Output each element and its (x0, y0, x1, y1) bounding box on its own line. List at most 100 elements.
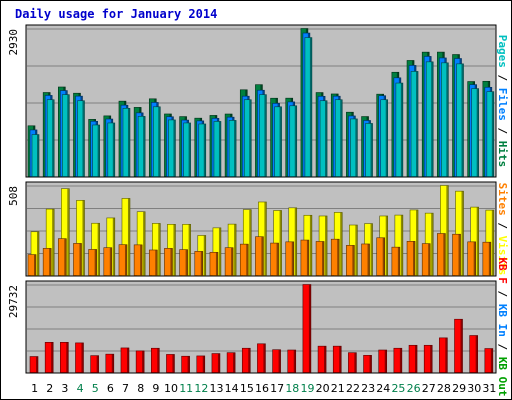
bar-pages-4-face (77, 100, 85, 177)
bar-kbf-18 (287, 349, 297, 373)
bar-sites-22 (346, 245, 355, 276)
bar-sites-25-side (397, 247, 400, 276)
day-label-8: 8 (137, 382, 144, 395)
bar-kbf-8-top (136, 350, 145, 353)
day-label-25: 25 (391, 382, 405, 395)
bar-kbf-13-edge (211, 353, 221, 373)
bar-kbf-26-top (409, 345, 418, 348)
bar-sites-7 (118, 244, 128, 276)
bar-sites-5 (88, 249, 97, 276)
bar-pages-3-top (62, 94, 70, 97)
bar-hits-17-top (270, 98, 278, 101)
bar-pages-1-side (37, 134, 39, 177)
bar-kbf-21-top (333, 346, 342, 349)
bar-sites-10-top (164, 248, 173, 251)
bar-sites-20 (315, 241, 325, 276)
bar-sites-11-top (179, 249, 188, 252)
bar-pages-15-edge (243, 99, 252, 177)
bar-pages-20-face (320, 100, 328, 177)
bar-visits-13-side (218, 227, 221, 276)
bar-visits-30-side (476, 207, 479, 276)
bar-sites-27-edge (421, 243, 431, 276)
bar-visits-29-top (455, 191, 464, 194)
bar-pages-31 (486, 91, 495, 177)
bar-sites-31-face (482, 242, 491, 276)
legend-label-top-part-3: / (496, 121, 509, 141)
bar-visits-9-face (152, 223, 161, 276)
bar-sites-29-side (458, 234, 461, 276)
bar-kbf-23-side (369, 355, 372, 373)
bar-kbf-24 (378, 349, 388, 373)
bar-sites-22-side (352, 245, 355, 276)
bar-visits-3-top (61, 188, 70, 191)
legend-label-middle-part-2: Visits (496, 236, 509, 276)
bar-files-11-top (181, 120, 189, 123)
bar-pages-15 (243, 99, 252, 177)
bar-visits-17-side (279, 210, 282, 276)
bar-hits-3-top (58, 86, 66, 89)
bar-files-31-top (484, 87, 492, 90)
bar-kbf-21 (332, 345, 342, 373)
bar-sites-11-face (179, 249, 188, 276)
bar-pages-9-top (153, 106, 161, 109)
bar-sites-13 (209, 251, 219, 276)
bar-sites-14-face (225, 247, 234, 276)
bar-pages-26-top (411, 71, 419, 74)
bar-kbf-29-edge (454, 318, 463, 373)
bar-sites-6-top (103, 247, 112, 250)
bar-sites-27-side (428, 243, 431, 276)
bar-visits-10-top (167, 224, 176, 227)
bar-kbf-28-top (439, 337, 448, 340)
day-label-7: 7 (122, 382, 129, 395)
bar-kbf-26 (408, 344, 418, 373)
bar-kbf-5-edge (90, 355, 99, 373)
bar-kbf-6 (105, 353, 115, 373)
bar-visits-10-side (173, 224, 176, 276)
bar-pages-20-top (320, 100, 328, 103)
bar-pages-22-top (350, 118, 358, 121)
bar-pages-30-edge (471, 88, 479, 177)
bar-kbf-4-edge (75, 342, 84, 373)
bar-sites-10-side (170, 248, 173, 276)
bar-pages-31-edge (486, 91, 495, 177)
bar-sites-16 (255, 236, 264, 276)
bar-sites-21-face (331, 239, 340, 276)
bar-hits-22-top (346, 112, 354, 115)
bar-pages-11-side (188, 122, 191, 177)
bar-kbf-23-edge (363, 355, 372, 373)
bar-pages-10-side (173, 119, 176, 177)
bar-pages-26-side (416, 71, 419, 177)
bar-sites-23-edge (361, 243, 370, 276)
bar-kbf-12-top (196, 355, 205, 358)
bar-pages-29-face (456, 63, 464, 177)
bar-sites-27-face (422, 243, 431, 276)
bar-sites-1-face (28, 254, 36, 276)
bar-pages-4-top (77, 100, 85, 103)
bar-kbf-24-top (378, 350, 387, 353)
bar-kbf-17 (272, 349, 281, 373)
bar-visits-26-top (410, 209, 419, 212)
bar-kbf-26-face (409, 345, 418, 373)
bar-pages-22 (350, 118, 358, 177)
day-label-2: 2 (46, 382, 53, 395)
bar-kbf-29-face (454, 319, 463, 373)
bar-sites-30-side (473, 241, 476, 276)
bar-files-22-top (348, 115, 356, 118)
bar-visits-26-side (416, 209, 419, 276)
bar-pages-25 (395, 82, 404, 177)
bar-pages-3-side (67, 94, 70, 177)
bar-visits-28-top (440, 185, 449, 188)
bar-pages-8-top (138, 116, 146, 119)
bar-hits-8-top (134, 107, 142, 110)
bar-files-13-top (211, 118, 219, 121)
bar-sites-13-top (209, 252, 218, 255)
day-label-13: 13 (210, 382, 224, 395)
bar-kbf-4 (75, 342, 84, 373)
bar-sites-19-top (300, 240, 309, 243)
bar-kbf-5 (90, 355, 99, 373)
bar-kbf-7-face (120, 347, 129, 373)
day-label-26: 26 (407, 382, 421, 395)
bar-kbf-20-edge (317, 345, 327, 373)
bar-sites-14-side (231, 247, 234, 276)
bar-hits-21-top (331, 93, 339, 96)
